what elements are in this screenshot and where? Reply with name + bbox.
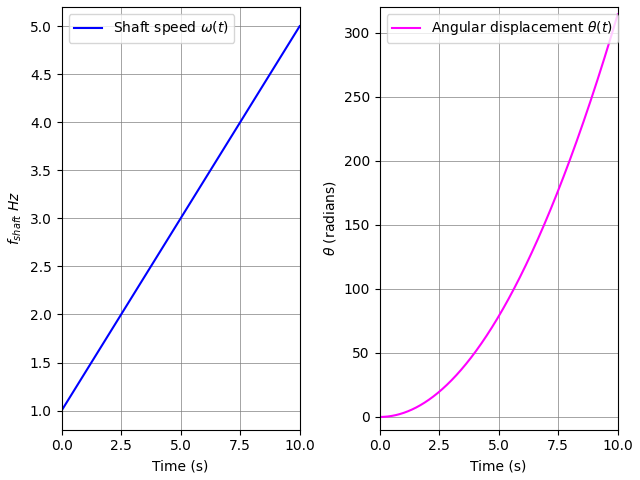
Line: Angular displacement $\theta(t)$: Angular displacement $\theta(t)$ xyxy=(380,14,618,417)
Shaft speed $\omega(t)$ xyxy=(154,252,162,258)
Angular displacement $\theta(t)$ xyxy=(614,12,621,17)
Shaft speed $\omega(t)$ xyxy=(221,144,229,149)
Angular displacement $\theta(t)$ xyxy=(472,348,480,354)
X-axis label: Time (s): Time (s) xyxy=(470,459,527,473)
Shaft speed $\omega(t)$ xyxy=(163,239,170,244)
Shaft speed $\omega(t)$ xyxy=(58,408,65,413)
Angular displacement $\theta(t)$ xyxy=(400,410,408,416)
X-axis label: Time (s): Time (s) xyxy=(152,459,209,473)
Legend: Shaft speed $\omega(t)$: Shaft speed $\omega(t)$ xyxy=(68,14,234,43)
Angular displacement $\theta(t)$ xyxy=(540,224,547,230)
Angular displacement $\theta(t)$ xyxy=(561,169,569,175)
Shaft speed $\omega(t)$ xyxy=(296,24,303,29)
Angular displacement $\theta(t)$ xyxy=(481,336,488,342)
Angular displacement $\theta(t)$ xyxy=(566,158,573,164)
Angular displacement $\theta(t)$ xyxy=(376,414,383,420)
Shaft speed $\omega(t)$ xyxy=(82,369,90,374)
Shaft speed $\omega(t)$ xyxy=(243,108,251,114)
Legend: Angular displacement $\theta(t)$: Angular displacement $\theta(t)$ xyxy=(387,14,618,43)
Y-axis label: $f_{shaft}$ $Hz$: $f_{shaft}$ $Hz$ xyxy=(7,192,24,245)
Shaft speed $\omega(t)$ xyxy=(248,101,255,107)
Line: Shaft speed $\omega(t)$: Shaft speed $\omega(t)$ xyxy=(61,26,300,410)
Y-axis label: $\theta$ (radians): $\theta$ (radians) xyxy=(322,180,338,256)
